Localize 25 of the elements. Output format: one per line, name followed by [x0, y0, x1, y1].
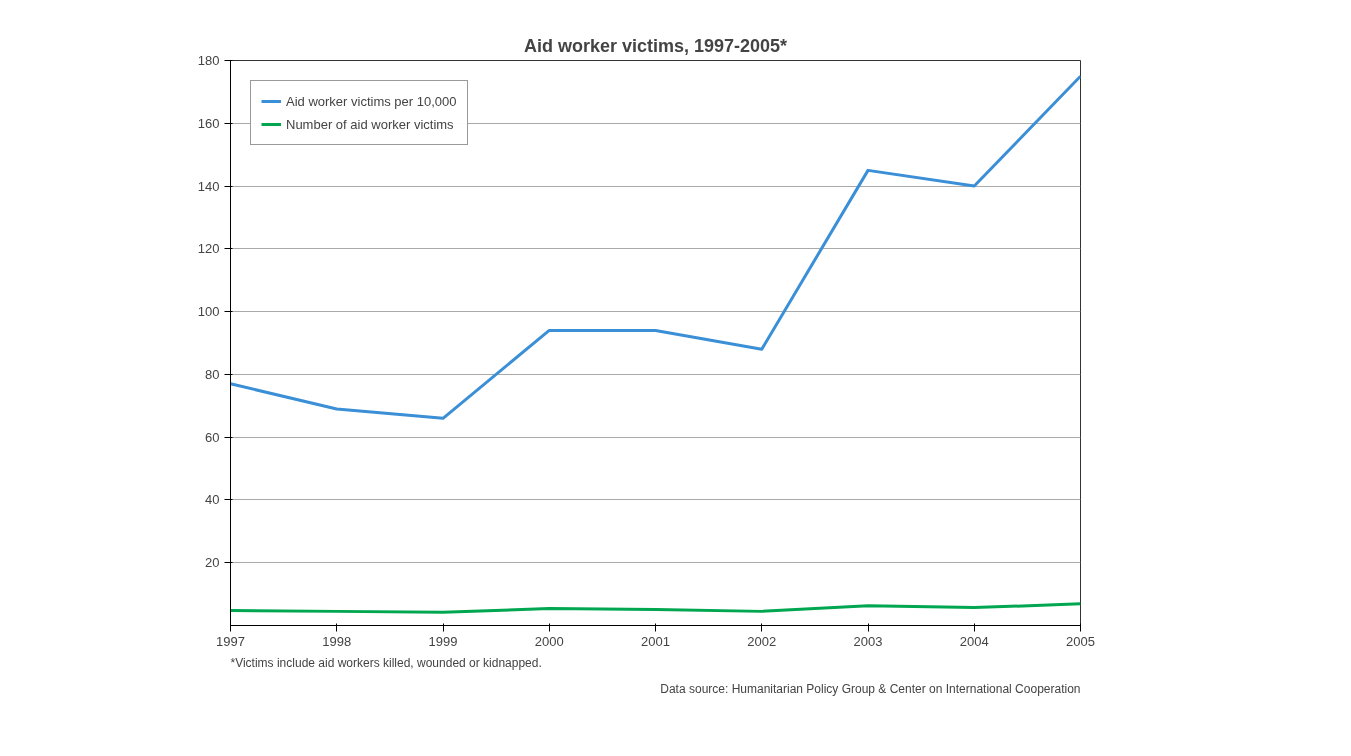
y-tick-label: 40 [205, 492, 220, 508]
x-tick-label: 2001 [641, 633, 670, 649]
x-tick-label: 1998 [322, 633, 352, 649]
y-tick-label: 20 [205, 555, 220, 571]
y-tick-label: 100 [197, 304, 220, 320]
y-tick-label: 140 [197, 178, 220, 194]
y-tick-label: 160 [197, 115, 220, 131]
y-tick-label: 60 [205, 429, 220, 445]
x-tick-label: 1997 [216, 633, 245, 649]
line-series [230, 602, 1081, 614]
x-tick-label: 2000 [534, 633, 564, 649]
source-note: Data source: Humanitarian Policy Group & Center on International Cooperation [660, 681, 1081, 696]
x-tick-label: 2003 [853, 633, 883, 649]
line-series [230, 74, 1081, 420]
chart-title: Aid worker victims, 1997-2005* [523, 35, 788, 56]
legend-label: Aid worker victims per 10,000 [286, 93, 457, 109]
y-tick-label: 80 [205, 366, 220, 382]
y-tick-label: 180 [197, 53, 220, 68]
x-tick-label: 2005 [1066, 633, 1095, 649]
legend-label: Number of aid worker victims [286, 116, 454, 132]
x-tick-label: 2004 [959, 633, 989, 649]
y-tick-label: 120 [197, 241, 220, 257]
text: *Victims include aid workers killed, wounded or kidnapped. [230, 655, 542, 670]
x-tick-label: 2002 [747, 633, 777, 649]
x-tick-label: 1999 [428, 633, 458, 649]
